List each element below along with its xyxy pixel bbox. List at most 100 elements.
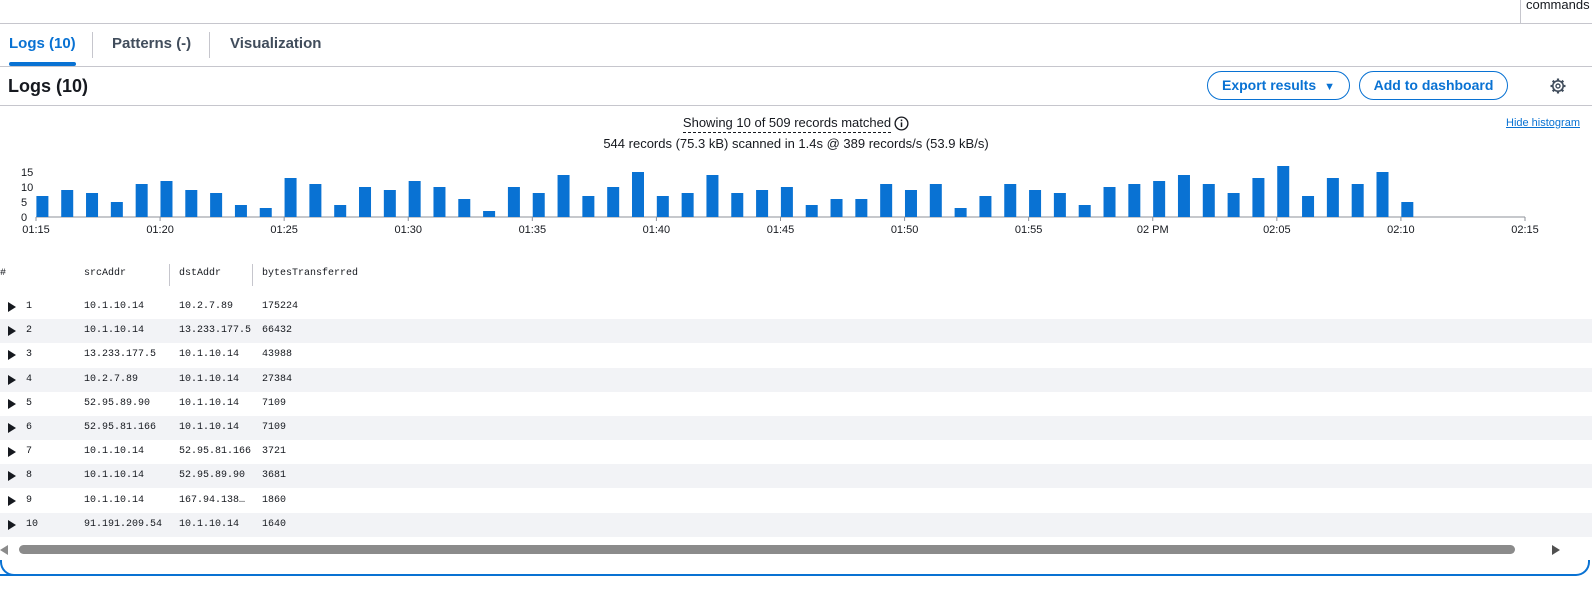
table-row[interactable]: 5 52.95.89.90 10.1.10.14 7109 bbox=[0, 392, 1592, 416]
histogram-bar[interactable] bbox=[780, 187, 793, 217]
histogram-bar[interactable] bbox=[557, 175, 570, 217]
gear-icon[interactable] bbox=[1550, 78, 1566, 94]
histogram-bar[interactable] bbox=[61, 190, 74, 217]
tab-logs[interactable]: Logs (10) bbox=[9, 24, 76, 66]
histogram-bar[interactable] bbox=[160, 181, 173, 217]
histogram-bar[interactable] bbox=[532, 193, 545, 217]
histogram-bar[interactable] bbox=[458, 199, 471, 217]
histogram-bar[interactable] bbox=[309, 184, 322, 217]
histogram-bar[interactable] bbox=[1376, 172, 1389, 217]
expand-row-icon[interactable] bbox=[8, 519, 16, 530]
tab-visualization[interactable]: Visualization bbox=[230, 35, 322, 52]
table-row[interactable]: 2 10.1.10.14 13.233.177.5 66432 bbox=[0, 319, 1592, 344]
histogram-bar[interactable] bbox=[1401, 202, 1414, 217]
expand-row-icon[interactable] bbox=[8, 495, 16, 506]
expand-row-icon[interactable] bbox=[8, 326, 16, 337]
histogram-bar[interactable] bbox=[135, 184, 148, 217]
histogram-bar[interactable] bbox=[904, 190, 917, 217]
scroll-right-icon[interactable] bbox=[1552, 545, 1560, 555]
histogram-bar[interactable] bbox=[607, 187, 620, 217]
histogram-bar[interactable] bbox=[855, 199, 868, 217]
horizontal-scrollbar[interactable] bbox=[0, 543, 1592, 557]
histogram-bar[interactable] bbox=[656, 196, 669, 217]
histogram-bar[interactable] bbox=[1277, 166, 1290, 217]
histogram-bar[interactable] bbox=[1153, 181, 1166, 217]
histogram-bar[interactable] bbox=[1004, 184, 1017, 217]
histogram-bar[interactable] bbox=[582, 196, 595, 217]
expand-row-icon[interactable] bbox=[8, 423, 16, 433]
table-row[interactable]: 8 10.1.10.14 52.95.89.90 3681 bbox=[0, 464, 1592, 489]
histogram-bar[interactable] bbox=[234, 205, 247, 217]
expand-row-icon[interactable] bbox=[8, 398, 16, 409]
expand-row-icon[interactable] bbox=[8, 374, 16, 385]
column-header-srcaddr[interactable]: srcAddr bbox=[84, 268, 127, 279]
table-row[interactable]: 4 10.2.7.89 10.1.10.14 27384 bbox=[0, 367, 1592, 392]
scrollbar-thumb[interactable] bbox=[19, 545, 1515, 554]
table-row[interactable]: 7 10.1.10.14 52.95.81.166 3721 bbox=[0, 440, 1592, 464]
table-row[interactable]: 3 13.233.177.5 10.1.10.14 43988 bbox=[0, 343, 1592, 367]
histogram-bar[interactable] bbox=[185, 190, 198, 217]
histogram-bar[interactable] bbox=[408, 181, 421, 217]
info-icon[interactable] bbox=[894, 116, 909, 131]
histogram-bar[interactable] bbox=[706, 175, 719, 217]
export-results-button[interactable]: Export results ▼ bbox=[1207, 71, 1350, 100]
add-to-dashboard-button[interactable]: Add to dashboard bbox=[1359, 71, 1508, 100]
histogram-bar[interactable] bbox=[507, 187, 520, 217]
histogram-bar[interactable] bbox=[954, 208, 967, 217]
table-row[interactable]: 9 10.1.10.14 167.94.138… 1860 bbox=[0, 489, 1592, 513]
histogram-bar[interactable] bbox=[880, 184, 893, 217]
x-tick-label: 02:05 bbox=[1263, 224, 1291, 236]
histogram-bar[interactable] bbox=[110, 202, 123, 217]
histogram-bar[interactable] bbox=[1103, 187, 1116, 217]
histogram-bar[interactable] bbox=[1202, 184, 1215, 217]
column-divider[interactable] bbox=[252, 264, 253, 286]
tab-patterns[interactable]: Patterns (-) bbox=[112, 35, 192, 52]
x-tick-label: 02:10 bbox=[1387, 224, 1415, 236]
histogram-bar[interactable] bbox=[1053, 193, 1066, 217]
histogram-bar[interactable] bbox=[359, 187, 372, 217]
histogram-bar[interactable] bbox=[756, 190, 769, 217]
histogram-bar[interactable] bbox=[731, 193, 744, 217]
histogram-bar[interactable] bbox=[1302, 196, 1315, 217]
scroll-left-icon[interactable] bbox=[0, 545, 8, 555]
histogram-bar[interactable] bbox=[1177, 175, 1190, 217]
histogram-bar[interactable] bbox=[632, 172, 644, 217]
expand-row-icon[interactable] bbox=[8, 350, 16, 361]
commands-label[interactable]: commands bbox=[1520, 0, 1592, 23]
expand-row-icon[interactable] bbox=[8, 447, 16, 458]
histogram-bar[interactable] bbox=[979, 196, 992, 217]
histogram-bar[interactable] bbox=[284, 178, 297, 217]
histogram-bar[interactable] bbox=[383, 190, 396, 217]
column-divider[interactable] bbox=[169, 264, 170, 286]
histogram-bar[interactable] bbox=[1252, 178, 1265, 217]
row-index: 10 bbox=[26, 518, 39, 530]
histogram-bar[interactable] bbox=[929, 184, 942, 217]
histogram-bar[interactable] bbox=[1351, 184, 1364, 217]
histogram-bar[interactable] bbox=[483, 211, 496, 217]
y-tick-label: 5 bbox=[21, 197, 27, 209]
histogram-bar[interactable] bbox=[1128, 184, 1141, 217]
histogram-bar[interactable] bbox=[830, 199, 843, 217]
y-tick-label: 15 bbox=[21, 167, 33, 179]
histogram-bar[interactable] bbox=[1029, 190, 1042, 217]
histogram-bar[interactable] bbox=[259, 208, 272, 217]
histogram-bar[interactable] bbox=[1326, 178, 1339, 217]
expand-row-icon[interactable] bbox=[8, 471, 16, 482]
histogram-bar[interactable] bbox=[210, 193, 223, 217]
histogram-bar[interactable] bbox=[681, 193, 694, 217]
histogram-bar[interactable] bbox=[334, 205, 347, 217]
histogram-bar[interactable] bbox=[1078, 205, 1091, 217]
histogram-bar[interactable] bbox=[86, 193, 99, 217]
expand-row-icon[interactable] bbox=[8, 302, 16, 312]
histogram-bar[interactable] bbox=[805, 205, 818, 217]
table-row[interactable]: 6 52.95.81.166 10.1.10.14 7109 bbox=[0, 416, 1592, 440]
column-header-dstaddr[interactable]: dstAddr bbox=[179, 268, 222, 279]
column-header-bytes[interactable]: bytesTransferred bbox=[262, 268, 359, 279]
logs-table: # srcAddr dstAddr bytesTransferred 1 10.1… bbox=[0, 262, 1592, 537]
table-row[interactable]: 10 91.191.209.54 10.1.10.14 1640 bbox=[0, 512, 1592, 537]
histogram-bar[interactable] bbox=[433, 187, 446, 217]
histogram-bar[interactable] bbox=[36, 196, 49, 217]
hide-histogram-link[interactable]: Hide histogram bbox=[1506, 117, 1580, 129]
histogram-bar[interactable] bbox=[1227, 193, 1240, 217]
table-row[interactable]: 1 10.1.10.14 10.2.7.89 175224 bbox=[0, 295, 1592, 319]
